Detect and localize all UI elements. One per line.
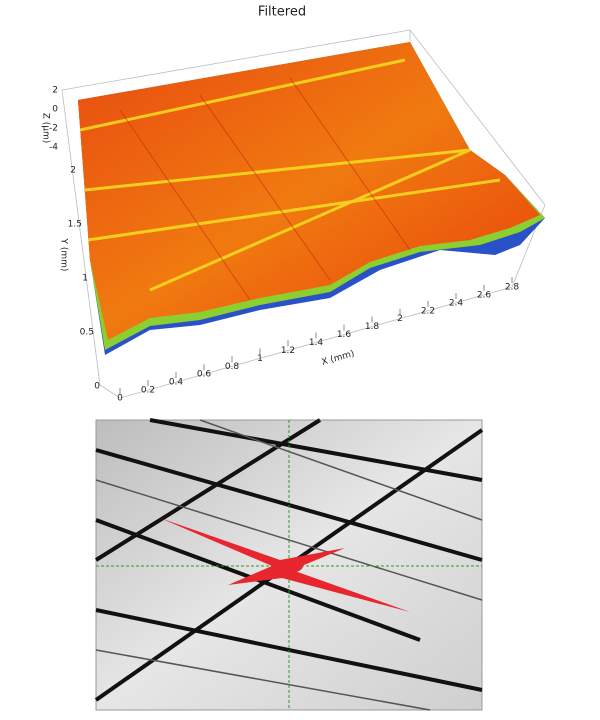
x-tick-label: 1.6 [337, 330, 352, 340]
x-tick-label: 2.4 [449, 298, 464, 308]
y-tick-label: 1.5 [68, 220, 82, 230]
z-tick-label: -4 [49, 143, 58, 153]
x-tick-label: 1.2 [281, 346, 295, 356]
chart-title: Filtered [258, 5, 306, 20]
z-tick-label: 0 [52, 105, 58, 115]
x-tick-label: 0 [117, 394, 123, 404]
x-tick-label: 1.8 [365, 322, 380, 332]
x-tick-label: 2 [397, 314, 403, 324]
x-tick-label: 0.4 [169, 378, 184, 388]
x-tick-label: 0.8 [225, 362, 240, 372]
z-axis-label: Z (µm) [41, 113, 51, 144]
y-tick-label: 0 [94, 382, 100, 392]
y-tick-label: 0.5 [80, 328, 94, 338]
y-tick-label: 2 [70, 166, 76, 176]
z-tick-label: 2 [52, 86, 58, 96]
z-tick-label: -2 [49, 124, 58, 134]
x-tick-label: 1.4 [309, 338, 324, 348]
y-tick-label: 1 [82, 274, 88, 284]
x-tick-label: 0.2 [141, 386, 155, 396]
x-tick-label: 1 [257, 354, 263, 364]
y-axis-label: Y (mm) [59, 238, 69, 272]
x-tick-label: 2.6 [477, 290, 492, 300]
microscope-image [94, 418, 484, 711]
x-axis-label: X (mm) [321, 349, 356, 368]
surface [78, 42, 545, 355]
x-tick-label: 2.2 [421, 306, 435, 316]
x-tick-label: 0.6 [197, 370, 212, 380]
x-tick-label: 2.8 [505, 283, 520, 293]
